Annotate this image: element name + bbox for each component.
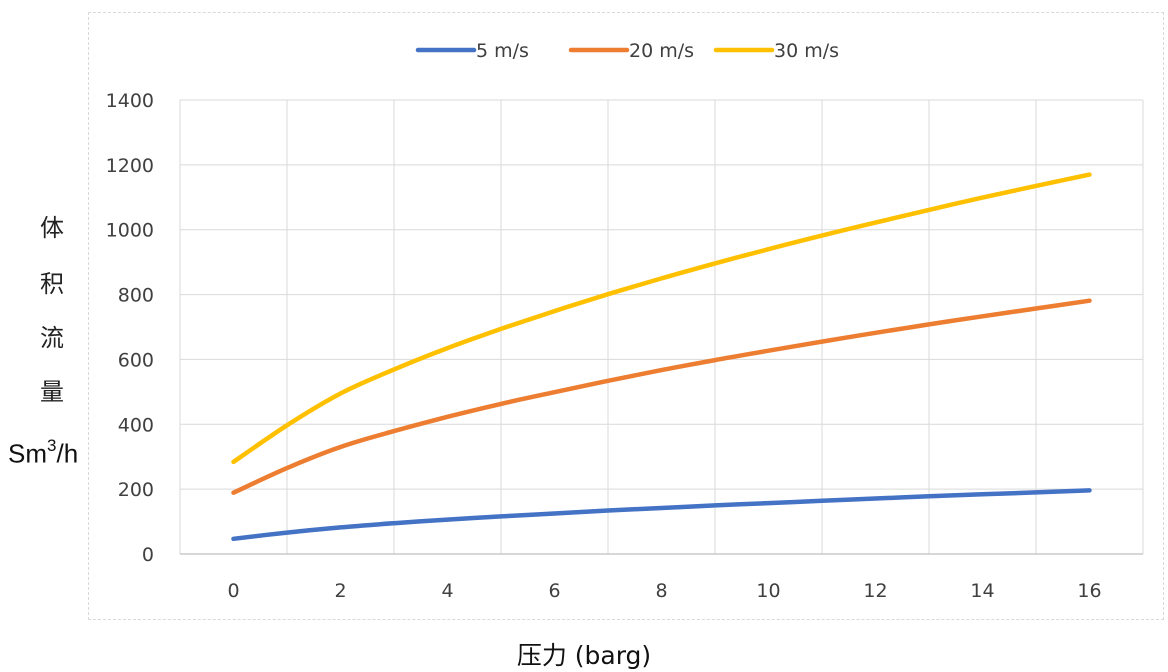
x-tick-label: 16: [1077, 580, 1101, 602]
y-tick-label: 0: [142, 544, 154, 566]
y-axis-title-char: 流: [40, 324, 64, 352]
y-tick-label: 1400: [106, 90, 154, 112]
y-tick-label: 400: [118, 414, 154, 436]
y-tick-labels: 0 200 400 600 800 1000 1200 1400: [106, 90, 154, 566]
y-tick-label: 200: [118, 479, 154, 501]
y-tick-label: 600: [118, 349, 154, 371]
y-tick-label: 1200: [106, 155, 154, 177]
y-tick-label: 1000: [106, 220, 154, 242]
x-tick-labels: 0 2 4 6 8 10 12 14 16: [227, 580, 1101, 602]
series-line-0: [231, 488, 1092, 542]
y-axis-unit-tail: /h: [56, 438, 79, 469]
chart-area: [88, 12, 1164, 620]
legend: 5 m/s 20 m/s 30 m/s: [415, 40, 839, 62]
y-axis-title-char: 体: [40, 214, 64, 242]
grid-lines: [179, 99, 1144, 554]
legend-label: 20 m/s: [629, 40, 694, 62]
y-axis-unit-exponent: 3: [47, 436, 57, 455]
y-tick-label: 800: [118, 285, 154, 307]
x-axis-title: 压力 (barg): [516, 641, 652, 670]
x-tick-label: 0: [227, 580, 239, 602]
x-tick-label: 10: [756, 580, 780, 602]
legend-label: 5 m/s: [476, 40, 529, 62]
series-line-1: [231, 298, 1092, 495]
series-lines: [231, 172, 1092, 542]
x-tick-label: 6: [548, 580, 560, 602]
y-axis-unit-main: Sm: [8, 438, 47, 469]
y-axis-unit: Sm3/h: [8, 436, 79, 470]
x-tick-label: 8: [655, 580, 667, 602]
x-tick-label: 14: [970, 580, 994, 602]
y-axis-title-char: 量: [40, 378, 64, 406]
y-axis-title-char: 积: [40, 270, 64, 298]
legend-label: 30 m/s: [774, 40, 839, 62]
series-line-2: [231, 172, 1092, 465]
x-tick-label: 12: [863, 580, 887, 602]
x-tick-label: 2: [334, 580, 346, 602]
x-tick-label: 4: [441, 580, 453, 602]
